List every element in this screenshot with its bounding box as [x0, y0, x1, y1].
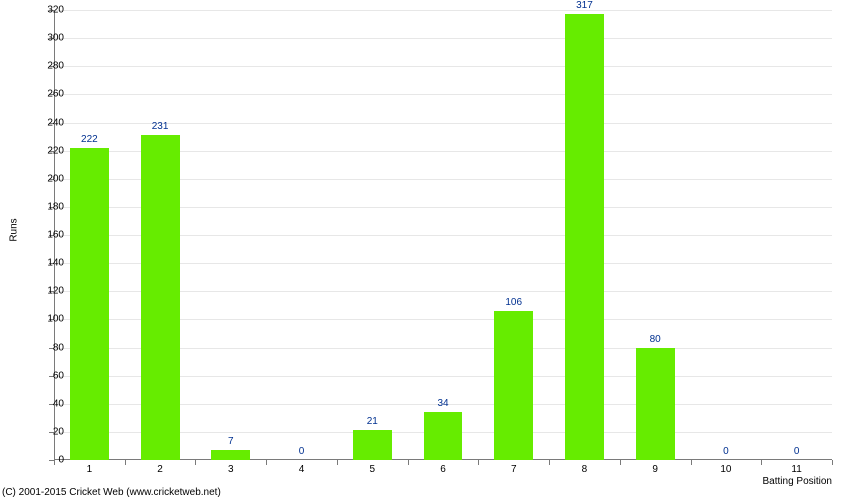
y-tick-label: 40 — [53, 398, 64, 409]
x-tick — [620, 460, 621, 465]
x-tick-label: 5 — [369, 464, 375, 475]
y-tick-label: 260 — [47, 89, 64, 100]
y-tick-label: 60 — [53, 370, 64, 381]
bar — [70, 148, 109, 460]
x-tick — [832, 460, 833, 465]
bar-value-label: 317 — [576, 0, 593, 11]
x-tick-label: 9 — [652, 464, 658, 475]
bar-value-label: 106 — [505, 297, 522, 308]
bar — [211, 450, 250, 460]
y-tick-label: 0 — [58, 455, 64, 466]
x-tick — [408, 460, 409, 465]
gridline — [54, 123, 832, 124]
y-tick-label: 160 — [47, 230, 64, 241]
bar-value-label: 21 — [367, 416, 378, 427]
bar-value-label: 34 — [437, 398, 448, 409]
x-tick-label: 10 — [720, 464, 731, 475]
y-tick-label: 200 — [47, 173, 64, 184]
bar-value-label: 222 — [81, 134, 98, 145]
bar-value-label: 80 — [650, 334, 661, 345]
x-tick — [761, 460, 762, 465]
x-axis-title: Batting Position — [763, 476, 833, 487]
copyright-text: (C) 2001-2015 Cricket Web (www.cricketwe… — [2, 487, 221, 498]
y-axis-title: Runs — [9, 218, 20, 241]
y-tick-label: 100 — [47, 314, 64, 325]
x-tick-label: 8 — [582, 464, 588, 475]
x-tick — [195, 460, 196, 465]
y-tick-label: 180 — [47, 201, 64, 212]
x-tick-label: 6 — [440, 464, 446, 475]
bar — [494, 311, 533, 460]
x-tick-label: 7 — [511, 464, 517, 475]
chart-container: Runs Batting Position (C) 2001-2015 Cric… — [0, 0, 850, 500]
bar — [353, 430, 392, 460]
bar — [565, 14, 604, 460]
y-tick-label: 240 — [47, 117, 64, 128]
x-tick-label: 11 — [791, 464, 801, 475]
x-tick-label: 3 — [228, 464, 234, 475]
gridline — [54, 38, 832, 39]
y-tick-label: 300 — [47, 33, 64, 44]
bar — [636, 348, 675, 461]
x-tick-label: 4 — [299, 464, 305, 475]
gridline — [54, 10, 832, 11]
bar-value-label: 7 — [228, 436, 234, 447]
gridline — [54, 66, 832, 67]
bar-value-label: 0 — [723, 446, 729, 457]
y-tick-label: 20 — [53, 426, 64, 437]
bar-value-label: 0 — [794, 446, 800, 457]
y-tick-label: 220 — [47, 145, 64, 156]
y-tick-label: 120 — [47, 286, 64, 297]
x-tick — [478, 460, 479, 465]
y-tick-label: 320 — [47, 5, 64, 16]
bar-value-label: 0 — [299, 446, 305, 457]
x-tick — [337, 460, 338, 465]
bar-value-label: 231 — [152, 121, 169, 132]
y-tick-label: 140 — [47, 258, 64, 269]
x-tick-label: 2 — [157, 464, 163, 475]
x-tick — [691, 460, 692, 465]
x-tick — [549, 460, 550, 465]
x-tick — [125, 460, 126, 465]
x-tick-label: 1 — [87, 464, 93, 475]
bar — [424, 412, 463, 460]
y-tick-label: 80 — [53, 342, 64, 353]
y-tick-label: 280 — [47, 61, 64, 72]
gridline — [54, 94, 832, 95]
x-tick — [266, 460, 267, 465]
x-tick — [54, 460, 55, 465]
bar — [141, 135, 180, 460]
plot-area — [54, 10, 832, 460]
